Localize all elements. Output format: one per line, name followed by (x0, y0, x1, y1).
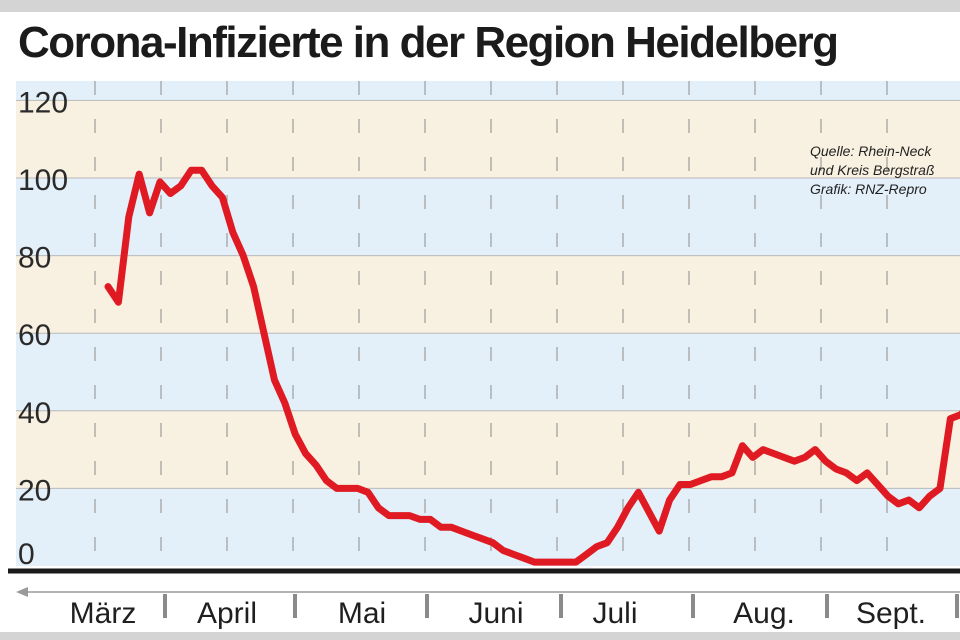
x-tick-label-1: April (197, 597, 257, 630)
month-separator-6 (955, 594, 959, 618)
x-tick-label-2: Mai (338, 597, 386, 630)
chart-title: Corona-Infizierte in der Region Heidelbe… (18, 18, 839, 67)
top-border (0, 0, 960, 12)
band-20 (16, 410, 960, 489)
band-40 (16, 333, 960, 411)
source-note: Quelle: Rhein-Neck und Kreis Bergstraß G… (810, 142, 935, 199)
infections-line (104, 166, 960, 566)
y-tick-label-40: 40 (18, 397, 51, 430)
band-0 (16, 488, 960, 566)
y-tick-label-0: 0 (18, 538, 35, 571)
x-tick-label-6: Sept. (856, 597, 926, 630)
band-120 (16, 81, 960, 101)
y-tick-label-100: 100 (18, 164, 68, 197)
x-tick-label-0: März (70, 597, 137, 630)
month-separator-0 (163, 594, 167, 618)
month-separator-2 (425, 594, 429, 618)
bottom-border (0, 632, 960, 640)
x-tick-label-3: Juni (468, 597, 523, 630)
y-tick-label-120: 120 (18, 86, 68, 119)
source-line-1: Quelle: Rhein-Neck (810, 143, 932, 159)
y-tick-label-80: 80 (18, 242, 51, 275)
y-tick-label-60: 60 (18, 319, 51, 352)
source-line-3: Grafik: RNZ-Repro (810, 181, 927, 197)
month-separator-1 (293, 594, 297, 618)
band-60 (16, 255, 960, 334)
month-separator-3 (559, 594, 563, 618)
source-line-2: und Kreis Bergstraß (810, 162, 935, 178)
band-100 (16, 100, 960, 178)
x-tick-label-4: Juli (592, 597, 637, 630)
x-tick-label-5: Aug. (733, 597, 795, 630)
month-separator-4 (691, 594, 695, 618)
axis-arrow-head (16, 587, 28, 597)
y-tick-label-20: 20 (18, 474, 51, 507)
month-separator-5 (825, 594, 829, 618)
